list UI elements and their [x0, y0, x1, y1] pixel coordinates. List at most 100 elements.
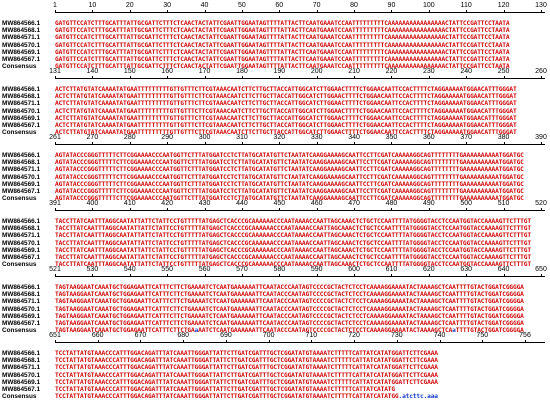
sequence-row[interactable]: ACTCTTATGTATCAAAATATGAATTTTTTTTTGTTGTTTC…: [55, 86, 517, 93]
ruler-tick: [428, 142, 430, 145]
sequence-label[interactable]: MW864566.1: [2, 86, 41, 93]
sequence-label[interactable]: MW864570.1: [2, 41, 41, 49]
sequence-row[interactable]: TACCTTATCAATTTAGGCAATATTATTCTATTCCTGTTTT…: [55, 239, 531, 247]
sequence-row[interactable]: GATGTTCCATCTTTGCATTTATTGCGATTCTTTCTCAACT…: [55, 34, 510, 42]
consensus-label[interactable]: Consensus: [2, 129, 37, 137]
sequence-label[interactable]: MW864567.1: [2, 122, 41, 129]
sequence-row[interactable]: GATGTTCCATCTTTGCATTTATTGCGATTCTTTCTCAACT…: [55, 20, 510, 27]
consensus-label[interactable]: Consensus: [2, 195, 37, 203]
sequence-row[interactable]: TACCTTATCAATTTAGGCAATATTATTCTATTCCTGTTTT…: [55, 232, 531, 240]
sequence-label[interactable]: MW864570.1: [2, 239, 41, 247]
sequence-row[interactable]: ACTCTTATGTATCAAAATATGAATTTTTTTTTGTTGTTTC…: [55, 122, 517, 129]
sequence-row[interactable]: GATGTTCCATCTTTGCATTTATTGCGATTCTTTCTCAACT…: [55, 41, 510, 49]
sequence-label[interactable]: MW864571.1: [2, 166, 41, 174]
sequence-label[interactable]: MW864571.1: [2, 34, 41, 42]
sequence-label[interactable]: MW864568.1: [2, 225, 41, 233]
sequence-label[interactable]: MW864566.1: [2, 218, 41, 225]
sequence-row[interactable]: ACTCTTATGTATCAAAATATGAATTTTTTTTTGTTGTTTC…: [55, 100, 517, 108]
sequence-label[interactable]: MW864567.1: [2, 386, 41, 393]
ruler-tick-label: 610: [385, 266, 398, 273]
sequence-label[interactable]: MW864569.1: [2, 378, 41, 386]
sequence-row[interactable]: GATGTTCCATCTTTGCATTTATTGCGATTCTTTCTCAACT…: [55, 48, 510, 56]
sequence-row[interactable]: TCCTATTATGTAAACCCATTTGGACAGATTTATCAAATTG…: [55, 386, 395, 393]
sequence-row[interactable]: TAGTAAGGAATCAAATGCTGGAGAATTCATTTCTTCTGAA…: [55, 305, 524, 313]
sequence-row[interactable]: TCCTATTATGTAAACCCATTTGGACAGATTTATCAAATTG…: [55, 378, 438, 386]
sequence-label[interactable]: MW864567.1: [2, 188, 41, 195]
sequence-label[interactable]: MW864567.1: [2, 320, 41, 327]
ruler-tick-label: 260: [535, 68, 547, 75]
sequence-row[interactable]: TCCTATTATGTAAACCCATTTGGACAGATTTATCAAATTG…: [55, 357, 438, 365]
consensus-label[interactable]: Consensus: [2, 261, 37, 269]
sequence-label[interactable]: MW864570.1: [2, 107, 41, 115]
sequence-label[interactable]: MW864566.1: [2, 350, 41, 357]
sequence-label[interactable]: MW864570.1: [2, 173, 41, 181]
sequence-row[interactable]: TACCTTATCAATTTAGGCAATATTATTCTATTCCTGTTTT…: [55, 218, 531, 225]
sequence-label[interactable]: MW864571.1: [2, 232, 41, 240]
sequence-row[interactable]: TAGTAAGGAATCAAATGCTGGAGAATTCATTTCTTCTGAA…: [55, 284, 524, 291]
ruler-line: [55, 78, 545, 79]
sequence-row[interactable]: TAGTAAGGAATCAAATGCTGGAGAATTCATTTCTTCTGAA…: [55, 291, 524, 299]
sequence-label[interactable]: MW864567.1: [2, 56, 41, 63]
sequence-label[interactable]: MW864566.1: [2, 284, 41, 291]
sequence-label[interactable]: MW864570.1: [2, 305, 41, 313]
sequence-row[interactable]: TCCTATTATGTAAACCCATTTGGACAGATTTATCAAATTG…: [55, 364, 438, 372]
sequence-label[interactable]: MW864568.1: [2, 159, 41, 167]
consensus-label[interactable]: Consensus: [2, 63, 37, 71]
consensus-sequence[interactable]: TAGTAAGGAATCAAATGCTGGAGAATTCATTTCTTCTGAa…: [55, 327, 524, 335]
sequence-row[interactable]: AGTATACCCGGGTTTTTCTTCGGAAAACCCAATGGTTCTT…: [55, 180, 524, 188]
sequence-label[interactable]: MW864569.1: [2, 246, 41, 254]
sequence-label[interactable]: MW864569.1: [2, 114, 41, 122]
sequence-row[interactable]: TCCTATTATGTAAACCCATTTGGACAGATTTATCAAATTG…: [55, 350, 438, 357]
sequence-row[interactable]: TAGTAAGGAATCAAATGCTGGAGAATTCATTTCTTCTGAA…: [55, 298, 524, 306]
sequence-row[interactable]: ACTCTTATGTATCAAAATATGAATTTTTTTTTGTTGTTTC…: [55, 93, 517, 101]
sequence-label[interactable]: MW864568.1: [2, 93, 41, 101]
sequence-row[interactable]: TAGTAAGGAATCAAATGCTGGAGAATTCATTTCTTCTGAA…: [55, 312, 524, 320]
sequence-label[interactable]: MW864568.1: [2, 27, 41, 35]
consensus-label[interactable]: Consensus: [2, 393, 37, 400]
ruler-tick-label: 660: [91, 332, 104, 339]
ruler-tick: [241, 10, 243, 13]
sequence-row[interactable]: TACCTTATCAATTTAGGCAATATTATTCTATTCCTGTTTT…: [55, 246, 531, 254]
sequence-label[interactable]: MW864571.1: [2, 100, 41, 108]
consensus-label[interactable]: Consensus: [2, 327, 37, 335]
sequence-label[interactable]: MW864571.1: [2, 364, 41, 372]
ruler-tick: [541, 10, 542, 13]
sequence-label[interactable]: MW864570.1: [2, 371, 41, 379]
sequence-row[interactable]: AGTATACCCGGGTTTTTCTTCGGAAAACCCAATGGTTCTT…: [55, 188, 524, 195]
ruler-tick-label: 620: [423, 266, 435, 273]
sequence-row[interactable]: TACCTTATCAATTTAGGCAATATTATTCTATTCCTGTTTT…: [55, 254, 531, 261]
sequence-row[interactable]: TAGTAAGGAATCAAATGCTGGAGAATTCATTTCTTCTGAA…: [55, 320, 524, 327]
sequence-label[interactable]: MW864568.1: [2, 291, 41, 299]
sequence-row[interactable]: ACTCTTATGTATCAAAATATGAATTTTTTTTTGTTGTTTC…: [55, 107, 517, 115]
ruler-tick: [167, 10, 169, 13]
ruler-tick: [466, 208, 468, 211]
consensus-sequence[interactable]: TCCTATTATGTAAACCCATTTGGACAGATTTATCAAATTG…: [55, 393, 438, 400]
sequence-row[interactable]: AGTATACCCGGGTTTTTCTTCGGAAAACCCAATGGTTCTT…: [55, 152, 524, 159]
sequence-label[interactable]: MW864566.1: [2, 20, 41, 27]
ruler-tick: [503, 142, 505, 145]
sequence-label[interactable]: MW864569.1: [2, 312, 41, 320]
sequence-row[interactable]: TACCTTATCAATTTAGGCAATATTATTCTATTCCTGTTTT…: [55, 225, 531, 233]
sequence-row[interactable]: TCCTATTATGTAAACCCATTTGGACAGATTTATCAAATTG…: [55, 371, 438, 379]
sequence-row[interactable]: GATGTTCCATCTTTGCATTTATTGCGATTCTTTCTCAACT…: [55, 27, 510, 35]
consensus-sequence[interactable]: GATGTTCCATCTTTGCATTTATTGCGATTCTTTCTCAACT…: [55, 63, 510, 71]
ruler-tick-label: 650: [535, 266, 547, 273]
position-ruler: 391 400 410 420 430 440 450 460 470 480 490 500 510 5…: [49, 200, 547, 213]
sequence-row[interactable]: AGTATACCCGGGTTTTTCTTCGGAAAACCCAATGGTTCTT…: [55, 166, 524, 174]
sequence-label[interactable]: MW864571.1: [2, 298, 41, 306]
sequence-label[interactable]: MW864569.1: [2, 180, 41, 188]
sequence-label[interactable]: MW864567.1: [2, 254, 41, 261]
sequence-row[interactable]: AGTATACCCGGGTTTTTCTTCGGAAAACCCAATGGTTCTT…: [55, 173, 524, 181]
consensus-sequence[interactable]: TACCTTATCAATTTAGGCAATATTATTCTATTCCTGTTTT…: [55, 261, 531, 269]
ruler-tick-label: 560: [198, 266, 211, 273]
sequence-label[interactable]: MW864566.1: [2, 152, 41, 159]
sequence-label[interactable]: MW864569.1: [2, 48, 41, 56]
consensus-sequence[interactable]: AGTATACCCGGGTTTTTCTTCGGAAAACCCAATGGTTCTT…: [55, 195, 524, 203]
ruler-tick-label: 480: [385, 200, 398, 207]
sequence-row[interactable]: GATGTTCCATCTTTGCATTTATTGCGATTCTTTCTCAACT…: [55, 56, 510, 63]
sequence-label[interactable]: MW864568.1: [2, 357, 41, 365]
sequence-row[interactable]: ACTCTTATGTATCAAAATATGAATTTTTTTTTGTTGTTTC…: [55, 114, 517, 122]
consensus-sequence[interactable]: ACTCTTATGTATCAAAATATGAATTTTTTTTTGTTGTTTC…: [55, 129, 517, 137]
sequence-row[interactable]: AGTATACCCGGGTTTTTCTTCGGAAAACCCAATGGTTCTT…: [55, 159, 524, 167]
ruler-tick-label: 410: [123, 200, 136, 207]
